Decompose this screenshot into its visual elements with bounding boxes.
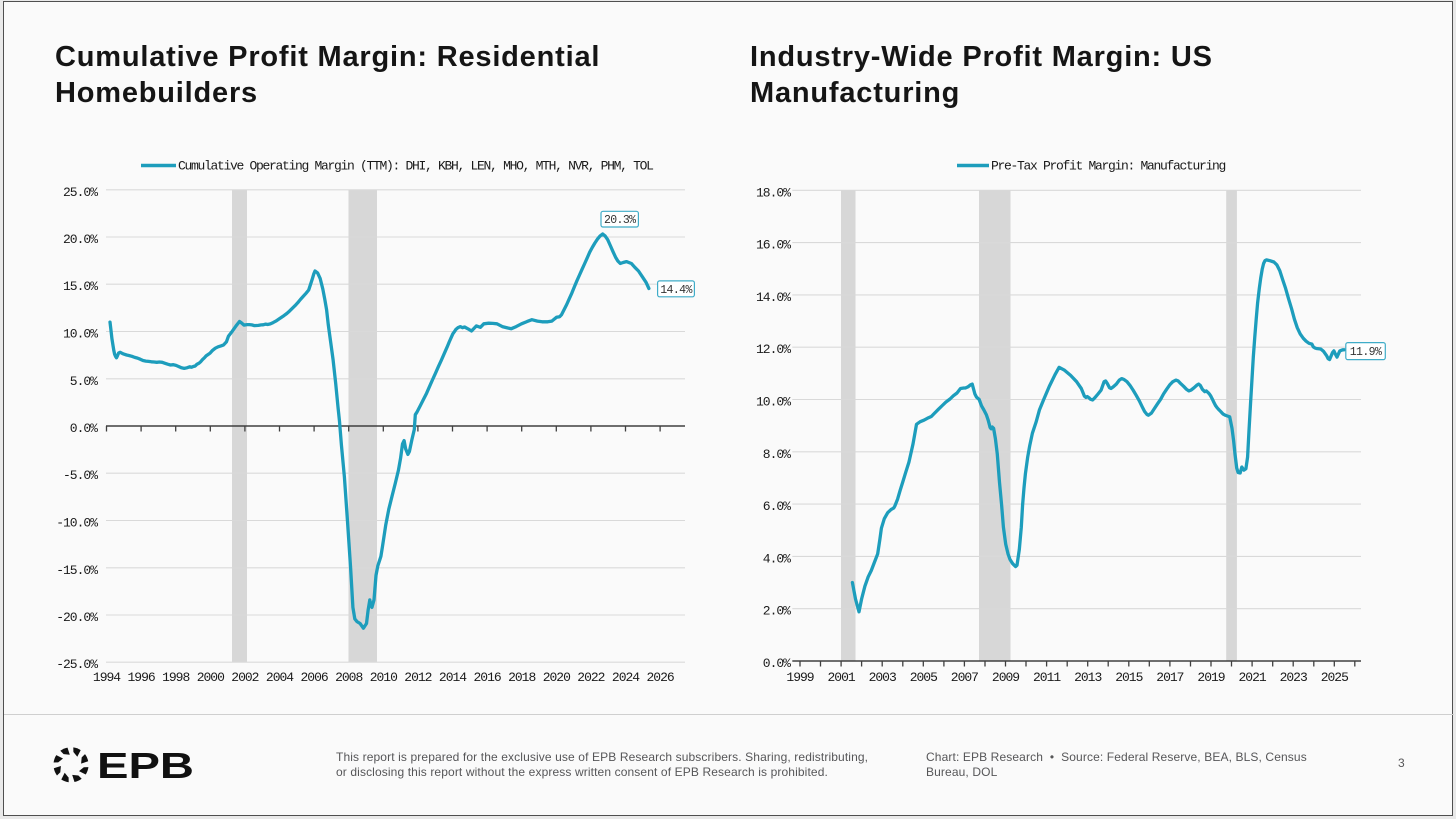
svg-text:0.0%: 0.0% — [763, 656, 791, 671]
svg-text:Cumulative Operating Margin (T: Cumulative Operating Margin (TTM): DHI, … — [178, 159, 653, 174]
svg-text:2025: 2025 — [1321, 670, 1348, 685]
svg-text:-5.0%: -5.0% — [63, 468, 98, 483]
svg-text:1996: 1996 — [127, 670, 154, 685]
svg-text:12.0%: 12.0% — [756, 342, 791, 357]
svg-text:10.0%: 10.0% — [63, 327, 98, 342]
svg-text:2015: 2015 — [1115, 670, 1142, 685]
svg-text:5.0%: 5.0% — [70, 374, 98, 389]
svg-text:2012: 2012 — [404, 670, 431, 685]
svg-text:2002: 2002 — [231, 670, 258, 685]
svg-text:2013: 2013 — [1074, 670, 1101, 685]
svg-text:2014: 2014 — [439, 670, 467, 685]
svg-text:2003: 2003 — [869, 670, 896, 685]
svg-text:20.3%: 20.3% — [604, 214, 636, 227]
svg-text:20.0%: 20.0% — [63, 232, 98, 247]
svg-text:18.0%: 18.0% — [756, 185, 791, 200]
svg-text:2004: 2004 — [266, 670, 294, 685]
svg-text:25.0%: 25.0% — [63, 185, 98, 200]
svg-text:-10.0%: -10.0% — [56, 516, 98, 531]
svg-text:-20.0%: -20.0% — [56, 610, 98, 625]
svg-text:10.0%: 10.0% — [756, 395, 791, 410]
svg-text:2024: 2024 — [612, 670, 640, 685]
svg-text:4.0%: 4.0% — [763, 551, 791, 566]
svg-text:2022: 2022 — [577, 670, 604, 685]
svg-text:-15.0%: -15.0% — [56, 563, 98, 578]
svg-text:1994: 1994 — [93, 670, 121, 685]
svg-text:2010: 2010 — [370, 670, 397, 685]
svg-text:6.0%: 6.0% — [763, 499, 791, 514]
svg-text:2000: 2000 — [197, 670, 224, 685]
svg-text:2006: 2006 — [300, 670, 327, 685]
svg-text:8.0%: 8.0% — [763, 447, 791, 462]
svg-text:2026: 2026 — [646, 670, 673, 685]
svg-text:2011: 2011 — [1033, 670, 1061, 685]
svg-text:14.0%: 14.0% — [756, 290, 791, 305]
svg-text:1999: 1999 — [786, 670, 813, 685]
svg-text:2007: 2007 — [951, 670, 978, 685]
svg-text:2016: 2016 — [473, 670, 500, 685]
svg-text:2017: 2017 — [1156, 670, 1183, 685]
svg-text:15.0%: 15.0% — [63, 279, 98, 294]
svg-text:1998: 1998 — [162, 670, 189, 685]
svg-text:0.0%: 0.0% — [70, 421, 98, 436]
svg-text:2008: 2008 — [335, 670, 362, 685]
svg-text:2020: 2020 — [543, 670, 570, 685]
svg-text:EPB: EPB — [97, 745, 194, 786]
svg-text:2009: 2009 — [992, 670, 1019, 685]
svg-text:16.0%: 16.0% — [756, 238, 791, 253]
svg-text:2021: 2021 — [1238, 670, 1266, 685]
svg-text:2018: 2018 — [508, 670, 535, 685]
svg-text:2023: 2023 — [1280, 670, 1307, 685]
svg-text:-25.0%: -25.0% — [56, 657, 98, 672]
svg-text:2001: 2001 — [827, 670, 855, 685]
svg-text:2.0%: 2.0% — [763, 604, 791, 619]
svg-text:14.4%: 14.4% — [660, 284, 692, 297]
svg-text:11.9%: 11.9% — [1350, 346, 1382, 359]
svg-text:2019: 2019 — [1197, 670, 1224, 685]
svg-text:Pre-Tax Profit Margin: Manufac: Pre-Tax Profit Margin: Manufacturing — [991, 159, 1226, 174]
svg-text:2005: 2005 — [910, 670, 937, 685]
